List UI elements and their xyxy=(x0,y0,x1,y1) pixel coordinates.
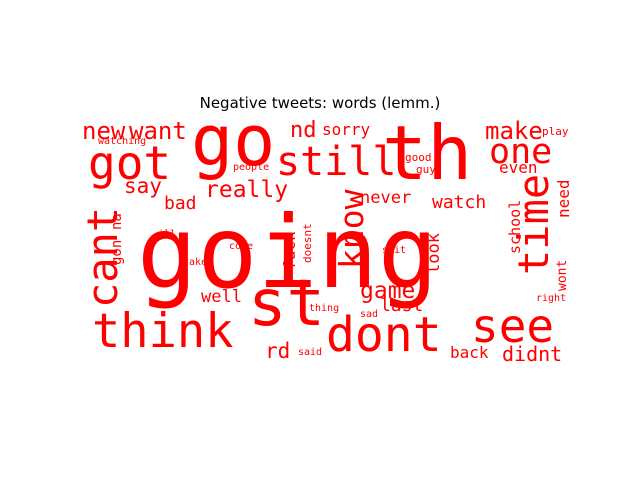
word-game: game xyxy=(360,278,416,304)
word-rd: rd xyxy=(265,339,291,363)
word-na: na xyxy=(109,213,125,230)
word-take: take xyxy=(183,257,208,268)
word-shit: shit xyxy=(382,245,407,256)
word-sad: sad xyxy=(360,309,379,320)
word-got: got xyxy=(88,136,172,190)
word-st: st xyxy=(248,267,326,341)
word-didnt: didnt xyxy=(502,342,563,366)
word-never: never xyxy=(360,188,412,208)
word-think: think xyxy=(92,304,234,359)
word-wont: wont xyxy=(555,259,570,291)
word-last: last xyxy=(380,295,424,316)
word-gon: gon xyxy=(109,239,125,265)
word-doesnt: doesnt xyxy=(301,223,314,263)
word-school: school xyxy=(506,199,524,254)
word-new: new xyxy=(82,117,126,145)
word-watch: watch xyxy=(432,192,487,213)
word-ill: ill xyxy=(158,229,177,240)
word-nd: nd xyxy=(290,118,317,143)
word-bad: bad xyxy=(164,193,197,214)
word-fuck: fuck xyxy=(280,231,299,270)
word-come: come xyxy=(229,241,254,252)
word-cloud: going th go st dont think cant see got time still o… xyxy=(78,106,573,366)
word-make: make xyxy=(485,117,543,145)
word-thing: thing xyxy=(309,303,340,314)
word-say: say xyxy=(124,174,162,198)
word-th: th xyxy=(382,109,473,197)
chart-title: Negative tweets: words (lemm.) xyxy=(199,94,441,112)
word-sorry: sorry xyxy=(322,120,371,139)
word-going: going xyxy=(137,194,439,311)
word-well: well xyxy=(201,287,242,307)
word-play: play xyxy=(542,125,569,138)
word-right: right xyxy=(536,293,567,304)
word-need: need xyxy=(554,179,573,218)
word-guy: guy xyxy=(416,163,436,176)
word-people: people xyxy=(233,162,270,173)
word-back: back xyxy=(450,343,489,362)
word-even: even xyxy=(499,158,538,177)
word-still: still xyxy=(276,139,397,185)
word-want: want xyxy=(129,117,187,145)
word-go: go xyxy=(191,100,276,182)
word-watching: watching xyxy=(98,136,147,147)
word-look: look xyxy=(424,233,444,274)
word-dont: dont xyxy=(326,307,442,363)
word-really: really xyxy=(205,177,289,203)
word-see: see xyxy=(471,299,555,353)
word-one: one xyxy=(489,132,553,172)
word-said: said xyxy=(298,347,323,358)
word-good: good xyxy=(405,151,432,164)
